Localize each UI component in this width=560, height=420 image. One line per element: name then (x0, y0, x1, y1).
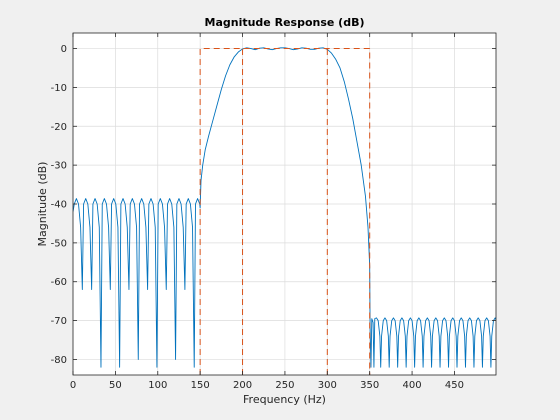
x-tick-labels: 0 50 100 150 200 250 300 350 400 450 (70, 380, 464, 391)
y-tick-label: -60 (51, 277, 67, 288)
y-tick-label: -30 (51, 161, 67, 172)
chart-title: Magnitude Response (dB) (205, 16, 365, 29)
y-tick-labels: 0 -10 -20 -30 -40 -50 -60 -70 -80 (51, 44, 67, 366)
series-layer (73, 47, 496, 375)
x-tick-label: 50 (109, 380, 122, 391)
x-axis-label: Frequency (Hz) (243, 393, 326, 406)
y-tick-label: 0 (61, 44, 67, 55)
tick-marks (72, 33, 496, 375)
magnitude-response-line (73, 47, 496, 368)
y-axis-label: Magnitude (dB) (36, 162, 49, 247)
x-tick-label: 400 (403, 380, 422, 391)
y-tick-label: -50 (51, 238, 67, 249)
x-tick-label: 250 (275, 380, 294, 391)
spec-mask-line-1 (199, 48, 371, 375)
y-tick-label: -10 (51, 83, 67, 94)
x-tick-label: 350 (360, 380, 379, 391)
y-tick-label: -20 (51, 122, 67, 133)
y-tick-label: -40 (51, 200, 67, 211)
x-tick-label: 450 (445, 380, 464, 391)
x-tick-label: 150 (191, 380, 210, 391)
x-tick-label: 100 (148, 380, 167, 391)
x-tick-label: 200 (233, 380, 252, 391)
x-tick-label: 0 (70, 380, 76, 391)
y-tick-label: -80 (51, 355, 67, 366)
y-tick-label: -70 (51, 316, 67, 327)
x-tick-label: 300 (318, 380, 337, 391)
